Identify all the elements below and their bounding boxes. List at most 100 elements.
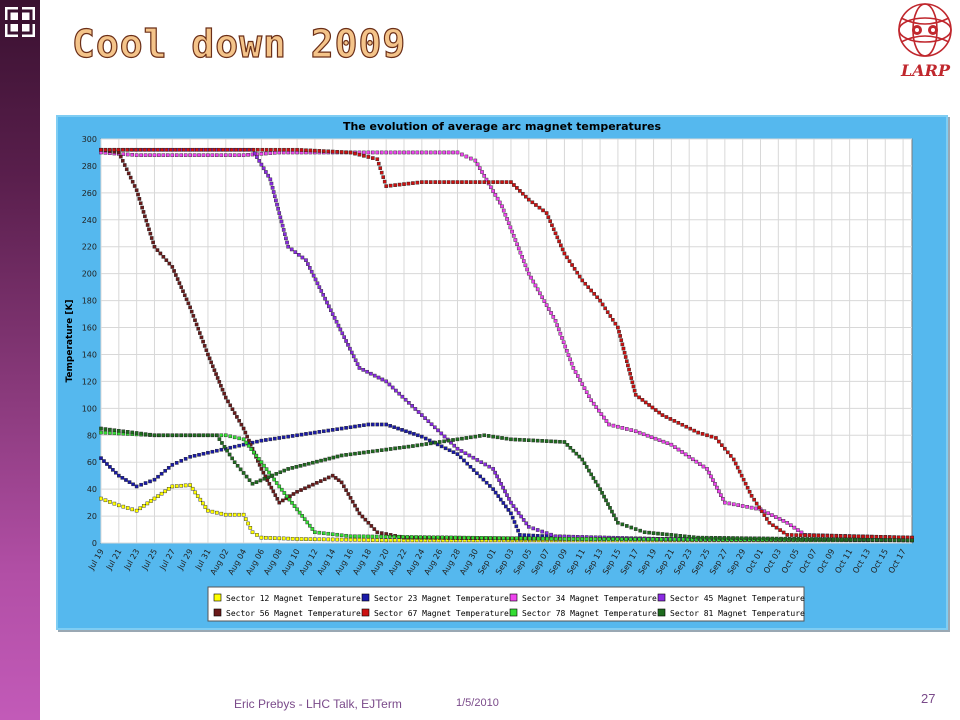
series-4-point (493, 470, 497, 475)
series-1-point (159, 491, 164, 496)
series-8-point (593, 479, 598, 484)
series-4-point (467, 453, 472, 458)
series-8-point (384, 447, 388, 452)
series-1-point (103, 498, 108, 503)
series-8-point (371, 449, 375, 454)
series-7-point (497, 536, 501, 540)
series-3-point (442, 150, 446, 155)
series-6-point (741, 477, 746, 482)
series-8-point (344, 453, 348, 457)
series-8-point (319, 458, 323, 463)
series-8-point (491, 434, 495, 439)
series-6-point (847, 534, 852, 539)
series-6-point (589, 288, 593, 293)
series-1-point (308, 537, 313, 541)
series-1-point (375, 538, 380, 542)
series-6-point (657, 410, 661, 415)
series-8-point (753, 536, 757, 541)
series-8-point (553, 439, 558, 444)
series-6-point (225, 147, 230, 152)
series-1-point (125, 506, 130, 510)
series-5-point (247, 438, 251, 443)
series-6-point (277, 147, 282, 152)
y-tick-label: 160 (82, 324, 97, 333)
series-4-point (511, 504, 516, 508)
series-4-point (514, 507, 518, 512)
series-1-point (295, 537, 299, 541)
series-6-point (515, 186, 519, 190)
series-3-point (573, 370, 578, 374)
series-3-point (526, 271, 531, 276)
legend-swatch (361, 608, 370, 617)
series-8-point (379, 448, 384, 452)
series-1-point (281, 536, 286, 541)
series-6-point (388, 183, 393, 188)
series-3-point (362, 150, 366, 155)
series-6-point (626, 363, 630, 368)
series-5-point (232, 411, 237, 415)
series-4-point (283, 232, 287, 236)
series-6-point (393, 183, 397, 187)
series-2-point (127, 480, 132, 484)
series-1-point (304, 537, 308, 541)
series-6-point (308, 148, 313, 153)
series-6-point (709, 434, 714, 439)
series-2-point (408, 430, 412, 435)
series-7-point (457, 535, 462, 540)
series-1-point (145, 501, 150, 506)
series-7-point (251, 450, 256, 455)
series-7-point (602, 537, 606, 541)
series-7-point (297, 510, 302, 515)
series-2-point (277, 436, 282, 440)
series-6-point (560, 247, 565, 252)
series-6-point (234, 147, 238, 152)
series-2-point (117, 473, 121, 478)
series-3-point (379, 150, 384, 155)
series-8-point (270, 473, 275, 478)
series-7-point (310, 527, 315, 531)
series-6-point (684, 424, 689, 429)
series-3-point (556, 327, 561, 332)
series-5-point (245, 434, 249, 439)
series-3-point (482, 174, 487, 178)
series-7-point (466, 535, 471, 540)
series-7-point (396, 535, 401, 539)
series-6-point (611, 318, 615, 322)
series-4-point (286, 244, 290, 249)
series-8-point (134, 431, 139, 435)
series-3-point (228, 153, 233, 157)
series-4-point (531, 526, 536, 531)
series-5-point (291, 492, 296, 496)
series-5-point (315, 481, 319, 485)
series-7-point (330, 532, 335, 537)
series-7-point (571, 537, 576, 541)
series-6-point (406, 181, 411, 186)
series-4-point (279, 219, 284, 224)
series-8-point (549, 439, 553, 444)
series-3-point (740, 504, 745, 508)
series-8-point (602, 494, 606, 499)
series-4-point (353, 358, 358, 363)
series-8-point (117, 428, 121, 433)
series-8-point (591, 476, 596, 480)
series-8-point (705, 535, 709, 540)
series-3-point (591, 401, 596, 406)
series-8-point (892, 538, 897, 542)
series-1-point (232, 512, 237, 517)
series-6-point (616, 325, 620, 330)
series-6-point (442, 180, 446, 184)
series-2-point (362, 423, 366, 427)
y-tick-label: 120 (82, 377, 97, 386)
series-8-point (783, 536, 788, 541)
series-1-point (393, 538, 397, 543)
series-3-point (616, 424, 620, 429)
series-6-point (299, 148, 304, 152)
series-2-point (286, 434, 290, 439)
series-8-point (397, 446, 402, 450)
series-1-point (210, 509, 215, 514)
series-8-point (608, 506, 612, 510)
series-8-point (805, 537, 810, 541)
series-8-point (831, 537, 836, 542)
series-7-point (615, 537, 620, 541)
series-7-point (267, 470, 271, 475)
